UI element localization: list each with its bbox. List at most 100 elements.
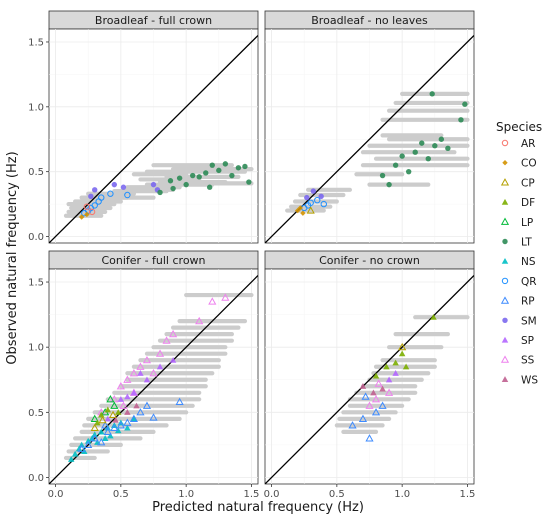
data-point-df [392, 359, 399, 366]
data-point-sp [117, 396, 125, 402]
data-point-lt [157, 189, 163, 196]
data-point-rp [371, 408, 381, 416]
legend-label: RP [521, 296, 535, 308]
x-tick-label: 1.5 [244, 489, 260, 500]
data-point-co [84, 211, 90, 218]
data-point-sp [143, 376, 151, 383]
data-point-sp [130, 389, 138, 396]
y-tick-label: 0.0 [28, 473, 44, 484]
legend-key-cp [500, 178, 510, 186]
data-point-ss [385, 388, 394, 396]
data-point-lt [429, 91, 435, 97]
legend: Species AR CO CP DF LP LT NS QR RP SM SP SS WS [496, 120, 542, 386]
gridlines [49, 269, 258, 484]
data-point-lt [438, 136, 445, 142]
legend-key-lt [502, 238, 508, 245]
legend-label: NS [521, 256, 536, 268]
data-point-rp [358, 414, 368, 422]
legend-key-sm [502, 317, 508, 323]
legend-key-ar [501, 139, 509, 147]
data-point-sp [385, 376, 393, 383]
legend-label: SM [521, 315, 537, 327]
data-point-df [94, 419, 101, 426]
data-point-rp [361, 392, 370, 400]
data-point-ws [112, 416, 119, 423]
y-tick-label: 1.0 [28, 102, 44, 113]
data-point-lt [405, 168, 412, 175]
data-point-ss [162, 336, 171, 344]
legend-key-ws [501, 376, 509, 382]
data-point-df [114, 409, 122, 415]
data-point-rp [136, 408, 145, 416]
legend-key-df [501, 198, 509, 205]
data-point-sp [104, 415, 112, 422]
legend-key-qr [501, 277, 509, 285]
data-point-sm [304, 194, 310, 201]
legend-item-ws: WS [501, 374, 538, 386]
x-tick-label: 0.5 [329, 489, 345, 500]
data-point-sm [318, 193, 324, 200]
data-point-cp [398, 342, 407, 351]
data-point-sm [92, 187, 98, 193]
data-point-ss [208, 297, 217, 305]
plot-content [49, 35, 258, 243]
data-point-df [430, 313, 437, 320]
data-point-lt [196, 174, 202, 180]
data-point-sp [156, 363, 164, 370]
x-tick-label: 0.0 [264, 489, 280, 500]
data-point-lt [216, 167, 222, 174]
data-point-sm [120, 184, 127, 190]
facet-broadleaf-no-leaves: Broadleaf - no leaves [264, 10, 475, 244]
data-point-lt [170, 185, 176, 192]
data-point-ss [119, 401, 128, 409]
legend-label: SP [521, 335, 534, 347]
data-point-ss [123, 375, 132, 383]
data-point-lt [386, 181, 392, 188]
data-point-sm [111, 181, 118, 188]
data-point-lt [176, 175, 183, 181]
y-tick-label: 0.0 [28, 232, 44, 243]
legend-title: Species [496, 120, 542, 134]
data-point-rp [97, 438, 106, 446]
facet-title: Conifer - full crown [101, 254, 205, 267]
data-point-ss [365, 401, 374, 409]
data-point-ns [67, 456, 75, 462]
data-point-lt [458, 117, 464, 123]
data-point-rp [103, 427, 112, 435]
legend-key-sp [501, 336, 509, 343]
data-point-ar [83, 203, 91, 210]
y-axis-title: Observed natural frequency (Hz) [5, 151, 20, 364]
plot-content [265, 35, 474, 243]
data-point-lt [189, 172, 196, 179]
data-point-ss [142, 355, 152, 364]
legend-label: DF [521, 197, 535, 209]
data-point-df [104, 406, 112, 413]
data-point-sm [310, 188, 317, 194]
data-point-ws [124, 409, 131, 415]
data-point-co [78, 214, 85, 220]
data-point-ws [133, 402, 140, 409]
data-point-lt [425, 155, 431, 162]
data-point-ns [101, 435, 109, 441]
data-point-lt [412, 149, 418, 155]
data-point-cp [306, 206, 315, 214]
legend-label: AR [521, 138, 535, 150]
data-point-lp [110, 401, 119, 409]
data-point-rp [116, 421, 125, 429]
one-to-one-line [265, 275, 474, 484]
facet-title: Conifer - no crown [319, 254, 420, 267]
data-point-rp [101, 421, 110, 429]
data-point-qr [91, 202, 98, 209]
legend-label: WS [521, 374, 538, 386]
gridlines [265, 269, 474, 484]
one-to-one-line [49, 35, 258, 243]
legend-item-ar: AR [501, 138, 535, 150]
legend-item-rp: RP [500, 296, 535, 308]
facet-conifer-full-crown: Conifer - full crown 0.0 0.5 1.0 1.5 0.0 0.5 1.… [28, 250, 260, 500]
legend-item-sp: SP [501, 335, 534, 347]
facet-title: Broadleaf - full crown [95, 14, 212, 27]
data-point-rp [175, 397, 184, 406]
data-point-ss [129, 368, 138, 377]
data-point-qr [314, 197, 321, 204]
data-point-df [402, 363, 410, 370]
